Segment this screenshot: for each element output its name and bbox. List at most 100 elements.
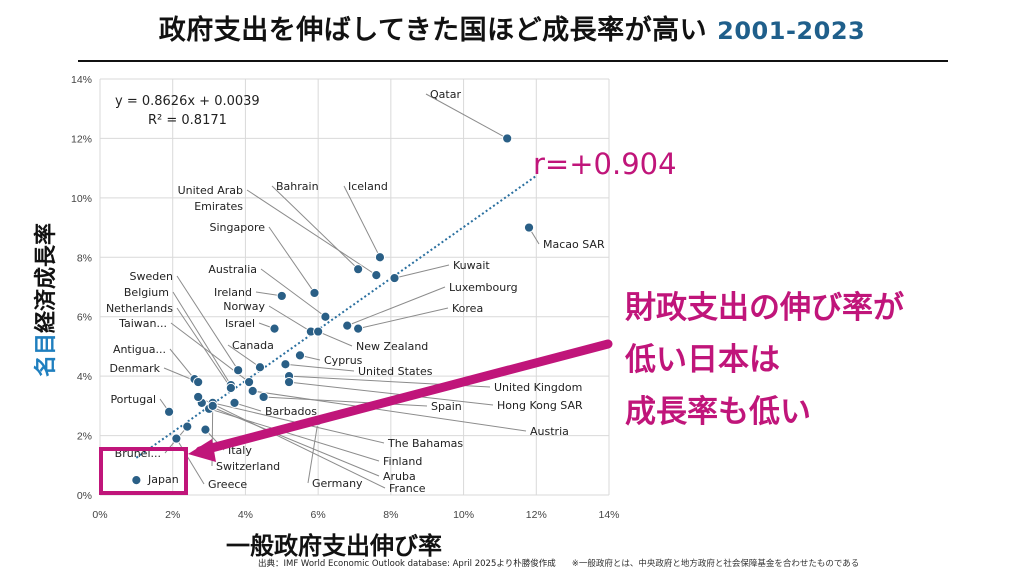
point-united-arab-emirates (371, 270, 382, 281)
point-kuwait (389, 272, 400, 284)
label-barbados: Barbados (265, 405, 317, 418)
label-taiwan: Taiwan... (118, 317, 167, 330)
point-austria (247, 385, 258, 397)
title-underline (78, 60, 948, 62)
y-tick-label: 10% (71, 193, 92, 205)
callout-line-2: 低い日本は (625, 342, 780, 378)
label-ireland: Ireland (214, 286, 252, 299)
point-italy (200, 424, 211, 435)
label-sweden: Sweden (130, 270, 173, 283)
leader-canada (227, 344, 261, 368)
point-israel (269, 323, 280, 334)
label-united-kingdom: United Kingdom (494, 381, 582, 394)
label-aruba: Aruba (383, 470, 416, 483)
label-belgium: Belgium (124, 286, 169, 299)
point-france (193, 391, 204, 403)
label-canada: Canada (232, 339, 274, 352)
point-bahrain (353, 264, 364, 275)
leader-luxembourg (347, 286, 446, 327)
point-sweden (233, 365, 244, 376)
correlation-label: r=+0.904 (533, 147, 677, 181)
leader-germany (307, 420, 319, 484)
label-norway: Norway (223, 300, 265, 313)
y-tick-label: 4% (77, 371, 92, 383)
point-cyprus (294, 350, 306, 361)
label-france: France (389, 482, 426, 495)
point-netherlands (225, 382, 236, 394)
y-tick-label: 2% (77, 431, 92, 443)
leader-qatar (425, 93, 508, 139)
point-hong-kong-sar (283, 376, 295, 388)
point-spain (258, 391, 269, 403)
point-united-states (280, 359, 291, 370)
data-points (131, 133, 535, 486)
point-korea (353, 323, 364, 334)
label-united-arab-emirates: United Arab (178, 184, 243, 197)
y-tick-label: 12% (71, 133, 92, 145)
label-israel: Israel (225, 317, 255, 330)
title-period: 2001-2023 (717, 17, 866, 45)
leader-united-states (285, 363, 355, 372)
y-tick-label: 8% (77, 252, 92, 264)
label-japan: Japan (147, 473, 179, 486)
y-tick-label: 14% (71, 74, 92, 86)
leader-france (197, 396, 386, 489)
grid (99, 78, 610, 496)
label-greece: Greece (208, 478, 247, 491)
japan-highlight-box (99, 447, 188, 495)
label-korea: Korea (452, 302, 483, 315)
point-denmark (193, 376, 204, 388)
leader-austria (252, 390, 527, 432)
x-tick-label: 10% (453, 509, 474, 521)
label-switzerland: Switzerland (216, 460, 280, 473)
callout-arrow (195, 339, 613, 456)
point-ireland (276, 290, 287, 302)
point-labels: Qatar Macao SAR Bahrain Iceland United Arab E… (106, 88, 605, 495)
label-australia: Australia (208, 263, 257, 276)
title-main: 政府支出を伸ばしてきた国ほど成長率が高い (158, 15, 708, 46)
y-axis-title-accent: 名目 (34, 333, 59, 378)
callout-text: 財政支出の伸び率が 低い日本は 成長率も低い (625, 282, 904, 438)
x-tick-label: 6% (311, 509, 326, 521)
label-italy: Italy (228, 444, 252, 457)
page-title: 政府支出を伸ばしてきた国ほど成長率が高い 2001-2023 (0, 8, 1024, 48)
label-the-bahamas: The Bahamas (387, 437, 463, 450)
y-axis-title-wrap: 名目経済成長率 (24, 200, 64, 400)
label-iceland: Iceland (348, 180, 388, 193)
axes: 0% 2% 4% 6% 8% 10% 12% 14% 0% 2% 4% 6% 8% 10% 12% 14% (71, 74, 620, 521)
label-bahrain: Bahrain (276, 180, 319, 193)
label-finland: Finland (383, 455, 422, 468)
trend-line (135, 175, 537, 459)
label-austria: Austria (530, 425, 569, 438)
leader-kuwait (394, 264, 450, 279)
label-qatar: Qatar (430, 88, 461, 101)
callout-line-3: 成長率も低い (625, 394, 811, 430)
point-new-zealand (313, 326, 324, 337)
leader-australia (260, 268, 326, 318)
leader-united-arab-emirates (246, 189, 377, 276)
y-tick-label: 6% (77, 312, 92, 324)
leader-belgium (172, 291, 232, 386)
point-canada (254, 362, 266, 373)
y-axis-title-rest: 経済成長率 (34, 222, 59, 333)
x-tick-label: 0% (92, 509, 107, 521)
leader-aruba (201, 402, 380, 477)
point-luxembourg (342, 320, 353, 331)
point-singapore (309, 287, 320, 299)
leader-korea (358, 307, 449, 330)
y-tick-label: 0% (77, 490, 92, 502)
leader-iceland (343, 185, 381, 258)
label-portugal: Portugal (110, 393, 156, 406)
leader-greece (175, 438, 205, 485)
label-antigua: Antigua... (113, 343, 166, 356)
leader-sweden (176, 275, 239, 371)
point-brunei (182, 421, 193, 432)
leader-spain (263, 396, 428, 407)
x-tick-label: 4% (238, 509, 253, 521)
label-hong-kong-sar: Hong Kong SAR (497, 399, 583, 412)
leader-new-zealand (317, 331, 353, 347)
leader-bahrain (271, 185, 359, 270)
y-axis-title: 名目経済成長率 (28, 223, 60, 377)
point-portugal (163, 406, 175, 417)
